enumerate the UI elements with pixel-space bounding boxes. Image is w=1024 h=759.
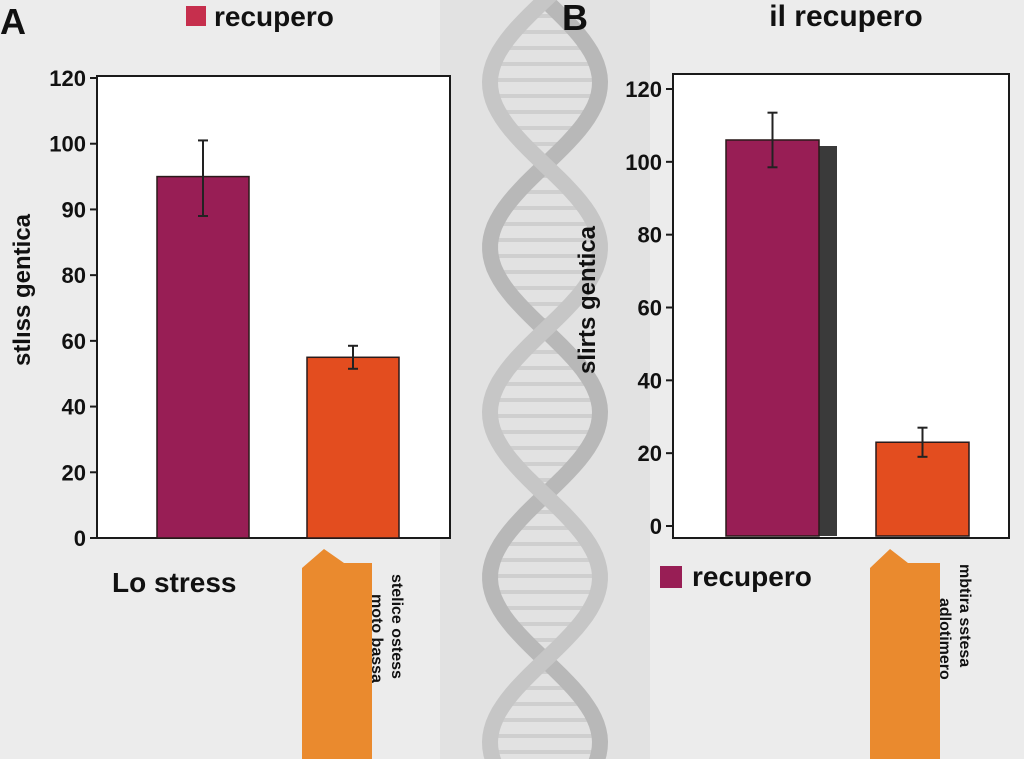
dna-strand <box>481 0 608 759</box>
y-tick-label: 40 <box>638 368 662 393</box>
dna-helix <box>481 0 609 759</box>
panel-a-bars <box>156 139 400 539</box>
panel-a-tag-line1: stelice ostess <box>388 574 405 679</box>
panel-b-legend-swatch <box>660 566 682 588</box>
panel-a-tag-shape <box>302 549 372 759</box>
panel-a-tag-line2: moto bassa <box>368 594 385 683</box>
y-tick-label: 60 <box>638 296 662 321</box>
y-tick-label: 80 <box>638 223 662 248</box>
y-tick-label: 100 <box>625 150 662 175</box>
y-tick-label: 20 <box>62 460 86 485</box>
panel-a-y-axis: 0 20 40 60 80 90 100 120 <box>49 66 97 551</box>
panel-a-letter: A <box>0 1 26 42</box>
panel-b: B il recupero 0 20 40 60 80 100 120 slirts gen… <box>562 0 1010 759</box>
panel-b-bar-shadow <box>818 146 837 536</box>
bar-recupero <box>725 139 820 537</box>
bar-recupero <box>156 175 250 539</box>
panel-a-legend-label: recupero <box>214 1 334 32</box>
y-tick-label: 0 <box>74 526 86 551</box>
panel-b-title: il recupero <box>769 0 922 33</box>
y-tick-label: 60 <box>62 329 86 354</box>
panel-b-y-axis: 0 20 40 60 80 100 120 <box>625 77 673 539</box>
panel-a-legend-swatch <box>186 6 206 26</box>
panel-a-y-axis-label: stlıss gentica <box>9 213 36 366</box>
y-tick-label: 120 <box>49 66 86 91</box>
panel-b-legend-label: recupero <box>692 561 812 592</box>
y-tick-label: 0 <box>650 514 662 539</box>
panel-b-letter: B <box>562 0 588 38</box>
panel-b-bars <box>725 111 970 537</box>
y-tick-label: 100 <box>49 132 86 157</box>
y-tick-label: 40 <box>62 395 86 420</box>
panel-b-tag: mbtira sstesa adlotimero <box>870 549 973 759</box>
y-tick-label: 120 <box>625 77 662 102</box>
panel-b-tag-line1: mbtira sstesa <box>956 564 973 667</box>
panel-b-tag-line2: adlotimero <box>936 598 953 680</box>
y-tick-label: 20 <box>638 441 662 466</box>
panel-b-tag-shape <box>870 549 940 759</box>
panel-b-y-axis-label: slirts gentica <box>574 225 601 374</box>
y-tick-label: 90 <box>62 197 86 222</box>
panel-a-x-label: Lo stress <box>112 567 237 598</box>
panel-a-tag: stelice ostess moto bassa <box>302 549 405 759</box>
panel-a: A recupero 0 20 40 60 80 90 100 120 stlıss gent… <box>0 1 451 759</box>
y-tick-label: 80 <box>62 263 86 288</box>
dna-strand <box>482 0 609 759</box>
bar-stress <box>306 356 400 539</box>
